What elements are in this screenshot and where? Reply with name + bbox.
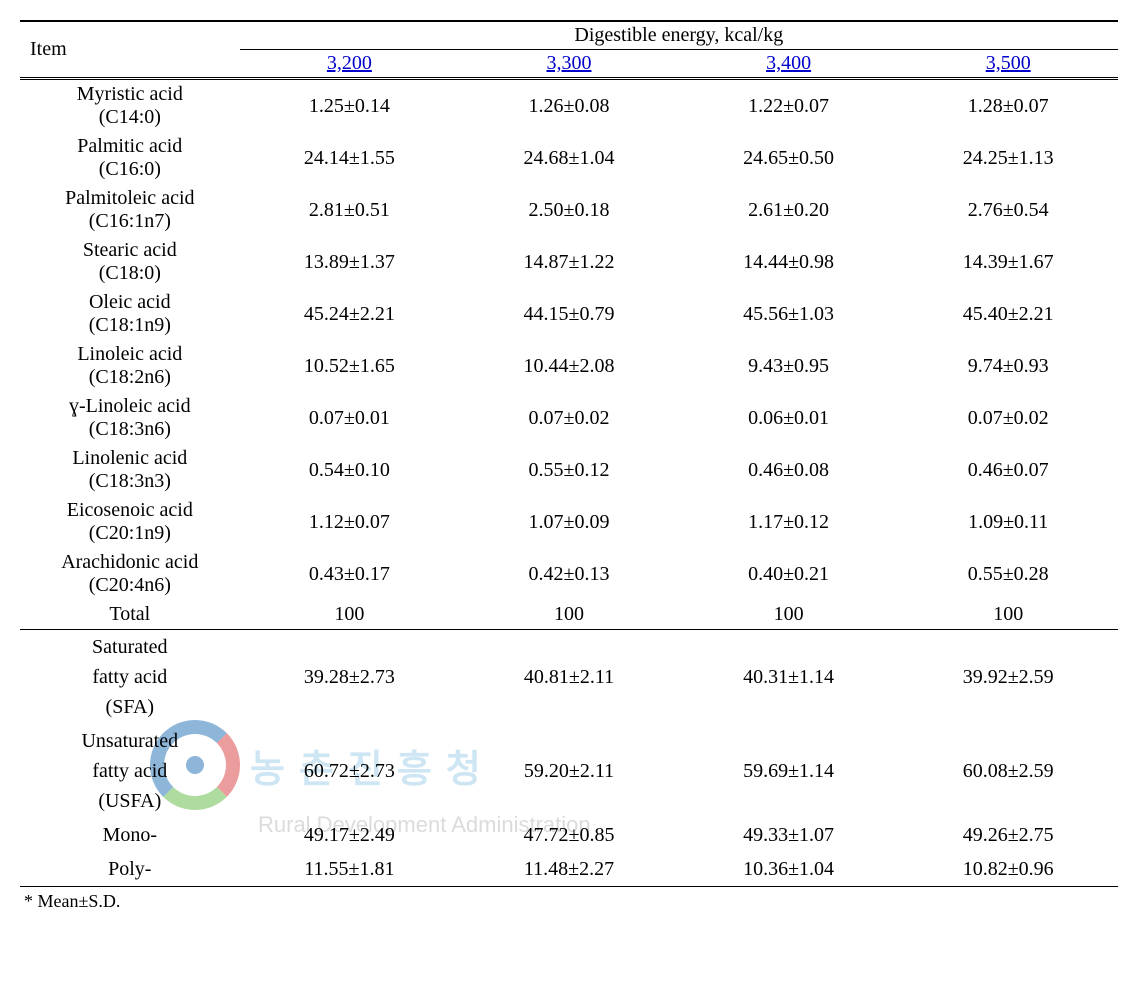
row-value: 13.89±1.37	[240, 236, 460, 288]
row-value: 1.09±0.11	[898, 496, 1118, 548]
row-value: 0.40±0.21	[679, 548, 899, 600]
row-item-label: Linolenic acid(C18:3n3)	[20, 444, 240, 496]
header-item: Item	[20, 21, 240, 79]
row-value: 1.22±0.07	[679, 79, 899, 133]
table-row: Linoleic acid(C18:2n6)10.52±1.6510.44±2.…	[20, 340, 1118, 392]
summary-value: 59.20±2.11	[459, 724, 679, 818]
row-value: 1.12±0.07	[240, 496, 460, 548]
table-row: Palmitoleic acid(C16:1n7)2.81±0.512.50±0…	[20, 184, 1118, 236]
row-item-label: Myristic acid(C14:0)	[20, 79, 240, 133]
row-value: 2.61±0.20	[679, 184, 899, 236]
row-value: 44.15±0.79	[459, 288, 679, 340]
row-value: 14.39±1.67	[898, 236, 1118, 288]
row-value: 2.81±0.51	[240, 184, 460, 236]
table-row: Linolenic acid(C18:3n3)0.54±0.100.55±0.1…	[20, 444, 1118, 496]
summary-value: 59.69±1.14	[679, 724, 899, 818]
row-value: 10.44±2.08	[459, 340, 679, 392]
header-level-4[interactable]: 3,500	[898, 50, 1118, 79]
summary-value: 10.82±0.96	[898, 852, 1118, 887]
header-group: Digestible energy, kcal/kg	[240, 21, 1118, 50]
summary-item-label: Unsaturatedfatty acid(USFA)	[20, 724, 240, 818]
row-item-label: Palmitic acid(C16:0)	[20, 132, 240, 184]
row-value: 0.07±0.01	[240, 392, 460, 444]
row-value: 0.54±0.10	[240, 444, 460, 496]
summary-item-label: Saturatedfatty acid(SFA)	[20, 630, 240, 725]
summary-value: 60.72±2.73	[240, 724, 460, 818]
row-item-label: Stearic acid(C18:0)	[20, 236, 240, 288]
row-value: 45.56±1.03	[679, 288, 899, 340]
summary-value: 60.08±2.59	[898, 724, 1118, 818]
row-value: 0.43±0.17	[240, 548, 460, 600]
summary-item-label: Poly-	[20, 852, 240, 887]
row-item-label: Palmitoleic acid(C16:1n7)	[20, 184, 240, 236]
summary-row: Saturatedfatty acid(SFA)39.28±2.7340.81±…	[20, 630, 1118, 725]
row-value: 14.87±1.22	[459, 236, 679, 288]
row-item-label: Eicosenoic acid(C20:1n9)	[20, 496, 240, 548]
row-value: 9.43±0.95	[679, 340, 899, 392]
summary-value: 11.48±2.27	[459, 852, 679, 887]
row-item-label: Total	[20, 600, 240, 630]
summary-value: 39.28±2.73	[240, 630, 460, 725]
row-value: 24.65±0.50	[679, 132, 899, 184]
table-row: Stearic acid(C18:0)13.89±1.3714.87±1.221…	[20, 236, 1118, 288]
row-value: 0.42±0.13	[459, 548, 679, 600]
summary-value: 11.55±1.81	[240, 852, 460, 887]
row-value: 0.07±0.02	[898, 392, 1118, 444]
row-item-label: ɣ-Linoleic acid(C18:3n6)	[20, 392, 240, 444]
row-value: 100	[240, 600, 460, 630]
row-value: 100	[898, 600, 1118, 630]
row-value: 100	[679, 600, 899, 630]
table-row: Palmitic acid(C16:0)24.14±1.5524.68±1.04…	[20, 132, 1118, 184]
summary-value: 40.81±2.11	[459, 630, 679, 725]
row-item-label: Oleic acid(C18:1n9)	[20, 288, 240, 340]
header-level-2[interactable]: 3,300	[459, 50, 679, 79]
fatty-acid-table: Item Digestible energy, kcal/kg 3,200 3,…	[20, 20, 1118, 887]
summary-row: Unsaturatedfatty acid(USFA)60.72±2.7359.…	[20, 724, 1118, 818]
row-value: 1.28±0.07	[898, 79, 1118, 133]
row-value: 0.07±0.02	[459, 392, 679, 444]
summary-value: 49.33±1.07	[679, 818, 899, 852]
table-row: Oleic acid(C18:1n9)45.24±2.2144.15±0.794…	[20, 288, 1118, 340]
row-value: 0.46±0.07	[898, 444, 1118, 496]
row-value: 0.06±0.01	[679, 392, 899, 444]
summary-row: Poly-11.55±1.8111.48±2.2710.36±1.0410.82…	[20, 852, 1118, 887]
table-row: Myristic acid(C14:0)1.25±0.141.26±0.081.…	[20, 79, 1118, 133]
row-value: 10.52±1.65	[240, 340, 460, 392]
row-value: 0.55±0.28	[898, 548, 1118, 600]
row-value: 45.24±2.21	[240, 288, 460, 340]
summary-value: 49.17±2.49	[240, 818, 460, 852]
row-value: 1.25±0.14	[240, 79, 460, 133]
summary-value: 49.26±2.75	[898, 818, 1118, 852]
header-level-1[interactable]: 3,200	[240, 50, 460, 79]
row-value: 24.68±1.04	[459, 132, 679, 184]
row-item-label: Linoleic acid(C18:2n6)	[20, 340, 240, 392]
row-value: 0.55±0.12	[459, 444, 679, 496]
summary-item-label: Mono-	[20, 818, 240, 852]
summary-value: 10.36±1.04	[679, 852, 899, 887]
summary-value: 40.31±1.14	[679, 630, 899, 725]
table-row: Arachidonic acid(C20:4n6)0.43±0.170.42±0…	[20, 548, 1118, 600]
table-footnote: * Mean±S.D.	[20, 891, 1118, 912]
summary-value: 47.72±0.85	[459, 818, 679, 852]
row-value: 24.14±1.55	[240, 132, 460, 184]
row-value: 9.74±0.93	[898, 340, 1118, 392]
row-value: 100	[459, 600, 679, 630]
row-item-label: Arachidonic acid(C20:4n6)	[20, 548, 240, 600]
header-level-3[interactable]: 3,400	[679, 50, 899, 79]
row-value: 0.46±0.08	[679, 444, 899, 496]
row-value: 45.40±2.21	[898, 288, 1118, 340]
table-row: ɣ-Linoleic acid(C18:3n6)0.07±0.010.07±0.…	[20, 392, 1118, 444]
summary-row: Mono-49.17±2.4947.72±0.8549.33±1.0749.26…	[20, 818, 1118, 852]
row-value: 1.17±0.12	[679, 496, 899, 548]
row-value: 1.26±0.08	[459, 79, 679, 133]
row-value: 2.76±0.54	[898, 184, 1118, 236]
row-value: 14.44±0.98	[679, 236, 899, 288]
row-value: 2.50±0.18	[459, 184, 679, 236]
table-row: Total100100100100	[20, 600, 1118, 630]
row-value: 1.07±0.09	[459, 496, 679, 548]
table-row: Eicosenoic acid(C20:1n9)1.12±0.071.07±0.…	[20, 496, 1118, 548]
summary-value: 39.92±2.59	[898, 630, 1118, 725]
row-value: 24.25±1.13	[898, 132, 1118, 184]
